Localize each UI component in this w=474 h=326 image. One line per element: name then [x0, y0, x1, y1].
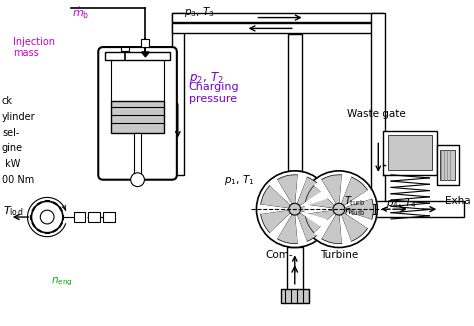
Text: sel-: sel-: [2, 127, 19, 138]
Text: gine: gine: [2, 143, 23, 153]
Text: Com-: Com-: [265, 250, 293, 260]
Bar: [281, 289, 309, 303]
Bar: [388, 136, 432, 170]
Bar: [172, 13, 184, 175]
Wedge shape: [270, 209, 295, 239]
Wedge shape: [295, 209, 323, 241]
Bar: [134, 133, 141, 177]
Wedge shape: [260, 204, 295, 214]
Bar: [383, 131, 437, 175]
Text: $p_1,\,T_1$: $p_1,\,T_1$: [224, 173, 255, 187]
Wedge shape: [305, 209, 339, 233]
Wedge shape: [295, 190, 328, 209]
Text: ylinder: ylinder: [2, 112, 36, 122]
Bar: [287, 247, 302, 292]
Circle shape: [333, 203, 345, 215]
Text: Exha: Exha: [445, 196, 471, 206]
Wedge shape: [339, 190, 372, 209]
FancyBboxPatch shape: [98, 47, 177, 180]
Wedge shape: [277, 209, 298, 244]
Bar: [73, 212, 85, 222]
Text: $n_{\rm turb}$: $n_{\rm turb}$: [344, 206, 366, 218]
Circle shape: [256, 171, 333, 247]
Text: ck: ck: [2, 96, 13, 106]
Bar: [372, 13, 385, 214]
Wedge shape: [339, 209, 372, 228]
Wedge shape: [295, 199, 329, 220]
Wedge shape: [295, 209, 307, 244]
Circle shape: [289, 203, 301, 215]
Bar: [288, 34, 301, 171]
Wedge shape: [261, 209, 295, 233]
Bar: [375, 201, 464, 217]
Wedge shape: [339, 209, 351, 244]
Bar: [89, 212, 100, 222]
Text: kW: kW: [2, 159, 20, 169]
Bar: [327, 204, 375, 214]
Bar: [172, 23, 383, 33]
Circle shape: [131, 173, 145, 186]
Bar: [440, 150, 455, 180]
Bar: [103, 212, 115, 222]
Text: $p_4,\,T_4$: $p_4,\,T_4$: [386, 196, 417, 210]
Text: $T_{\rm lo\,d}$: $T_{\rm lo\,d}$: [3, 204, 24, 218]
Text: pressure: pressure: [189, 94, 237, 104]
Wedge shape: [321, 175, 342, 209]
Wedge shape: [305, 185, 339, 209]
Wedge shape: [277, 175, 298, 209]
Bar: [111, 101, 164, 133]
Circle shape: [301, 171, 377, 247]
Text: Waste gate: Waste gate: [347, 109, 406, 119]
Text: Injection: Injection: [13, 37, 55, 47]
Wedge shape: [314, 180, 339, 209]
Wedge shape: [339, 175, 351, 209]
Wedge shape: [321, 209, 342, 244]
Wedge shape: [339, 177, 368, 209]
Text: Turbine: Turbine: [320, 250, 358, 260]
Bar: [121, 47, 129, 51]
Wedge shape: [339, 209, 368, 241]
Text: Charging: Charging: [189, 82, 239, 93]
Wedge shape: [270, 180, 295, 209]
Bar: [305, 206, 329, 212]
Bar: [141, 39, 149, 47]
Wedge shape: [295, 209, 328, 228]
Circle shape: [31, 201, 63, 233]
Text: $T_{\rm turb}$: $T_{\rm turb}$: [344, 194, 365, 208]
Wedge shape: [339, 199, 374, 220]
Text: $\dot{m}_{\rm b}$: $\dot{m}_{\rm b}$: [72, 6, 89, 21]
Bar: [172, 13, 383, 22]
Circle shape: [40, 210, 54, 224]
Text: $n_{\rm eng}$: $n_{\rm eng}$: [51, 276, 73, 289]
Bar: [437, 145, 459, 185]
Text: $p_3,\,T_3$: $p_3,\,T_3$: [184, 5, 215, 19]
Wedge shape: [261, 185, 295, 209]
Bar: [105, 52, 170, 60]
Wedge shape: [305, 204, 339, 214]
Wedge shape: [295, 177, 323, 209]
Text: mass: mass: [13, 48, 38, 58]
Wedge shape: [295, 175, 307, 209]
Polygon shape: [141, 52, 149, 57]
Text: 00 Nm: 00 Nm: [2, 175, 34, 185]
Text: $p_2,\,T_2$: $p_2,\,T_2$: [189, 70, 223, 86]
Wedge shape: [314, 209, 339, 239]
